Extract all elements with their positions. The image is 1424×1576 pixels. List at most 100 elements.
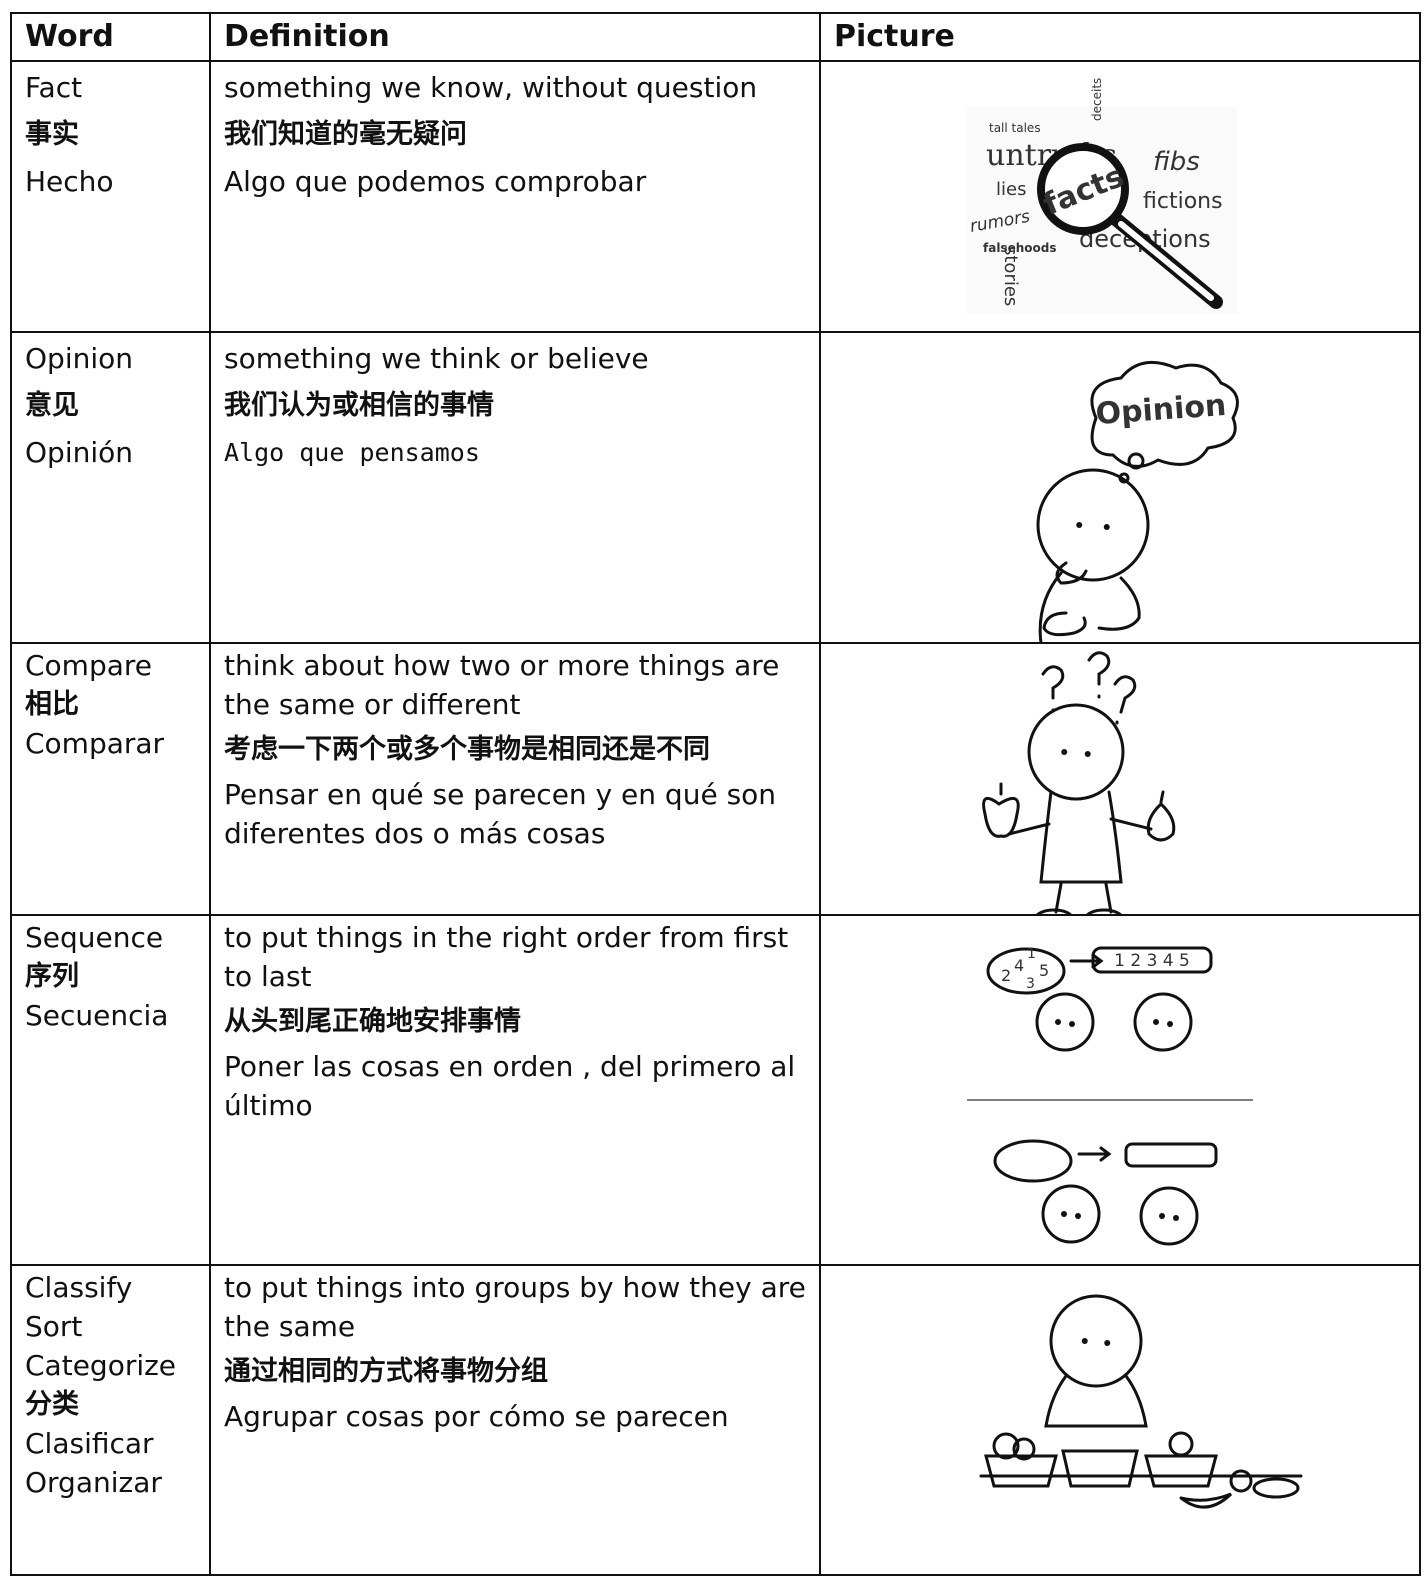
header-cell: Picture: [819, 12, 1421, 62]
pear: [1146, 790, 1176, 842]
table-head: Word Definition Picture: [10, 12, 1421, 62]
eye: [1069, 1021, 1075, 1027]
picture: [979, 1294, 1303, 1509]
question-mark: [1041, 665, 1065, 713]
picture: 241 35 1 2 3 4 5: [967, 946, 1253, 1246]
question-mark: [1087, 651, 1111, 699]
eye: [1173, 1215, 1179, 1221]
picture-word: Opinion: [1094, 388, 1227, 432]
word-cell: Classify Sort Categorize 分类 Clasificar Organi…: [10, 1264, 211, 1576]
picture: tall talesuntruthsdeceitsfibsliesfiction…: [967, 78, 1237, 314]
banana: [1179, 1492, 1233, 1509]
definition-text: think about how two or more things are t…: [224, 649, 780, 721]
definition-cell: something we know, without question 我们知道的…: [209, 60, 821, 333]
eye: [1061, 1211, 1067, 1217]
word-line: 事实: [25, 119, 79, 150]
picture-word: 3: [1026, 976, 1035, 992]
eye: [1167, 1021, 1173, 1027]
picture: Opinion: [1036, 360, 1239, 641]
picture-word: 2: [1001, 966, 1011, 985]
word-cell: Compare 相比 Comparar: [10, 642, 211, 916]
definition-text: Agrupar cosas por cómo se parecen: [224, 1400, 729, 1433]
arrow-head: [1091, 953, 1104, 969]
definition-text: something we think or believe: [224, 342, 649, 375]
eye: [1075, 1213, 1081, 1219]
table-row: Fact 事实 Hecho something we know, without qu…: [10, 60, 1421, 333]
thought-cloud: [986, 947, 1066, 995]
thought-cloud: [1090, 360, 1239, 468]
definition-text: Algo que podemos comprobar: [224, 165, 647, 198]
head: [1036, 468, 1150, 582]
head: [1035, 992, 1095, 1052]
definition-text: to put things into groups by how they ar…: [224, 1271, 806, 1343]
word-cell: Fact 事实 Hecho: [10, 60, 211, 333]
table-row: Compare 相比 Comparar think about how two or …: [10, 642, 1421, 916]
word-line: Fact: [25, 71, 83, 104]
picture-word: deceits: [1090, 78, 1104, 121]
grapes: [1252, 1477, 1300, 1499]
definition-text: something we know, without question: [224, 71, 758, 104]
picture-cell: Opinion: [819, 331, 1421, 644]
question-mark: [1113, 675, 1137, 725]
foot: [1087, 908, 1121, 913]
head: [1139, 1186, 1199, 1246]
definition-cell: to put things in the right order from fi…: [209, 914, 821, 1266]
word-line: Organizar: [25, 1466, 162, 1499]
picture-word: 4: [1014, 956, 1024, 975]
picture-word: tall tales: [989, 121, 1041, 135]
definition-text: Pensar en qué se parecen y en qué son di…: [224, 778, 777, 850]
word-line: Categorize: [25, 1349, 177, 1382]
basket: [1144, 1454, 1218, 1488]
eye: [1153, 1019, 1159, 1025]
basket: [984, 1454, 1058, 1488]
thought-bubble: [1127, 452, 1145, 470]
fruit-box: [1124, 1142, 1218, 1168]
definition-cell: think about how two or more things are t…: [209, 642, 821, 916]
word-line: Classify: [25, 1271, 133, 1304]
word-line: Hecho: [25, 165, 114, 198]
grapes: [1012, 1437, 1036, 1461]
body: [1007, 790, 1153, 913]
picture-word: stories: [1000, 246, 1021, 306]
picture-word: lies: [996, 179, 1026, 200]
word-line: Secuencia: [25, 999, 169, 1032]
picture-word: fictions: [1143, 189, 1223, 214]
eye: [1076, 522, 1083, 528]
definition-text: to put things in the right order from fi…: [224, 921, 789, 993]
body: [1038, 571, 1141, 641]
grapes: [992, 1432, 1020, 1460]
eye: [1104, 1340, 1111, 1346]
head: [1041, 1184, 1101, 1244]
magnifier-handle-inner: [1118, 221, 1214, 301]
vocab-table: Word Definition Picture Fact 事实 Hecho somet…: [10, 12, 1421, 1576]
picture-word: 1: [1027, 946, 1036, 962]
eye: [1084, 751, 1091, 757]
word-line: 分类: [25, 1389, 79, 1420]
apple: [982, 782, 1020, 838]
head: [1027, 703, 1125, 801]
picture-word: 5: [1039, 961, 1049, 980]
header-row: Word Definition Picture: [10, 12, 1421, 62]
word-line: 序列: [25, 961, 79, 992]
word-line: Sort: [25, 1310, 83, 1343]
definition-text: Poner las cosas en orden , del primero a…: [224, 1050, 796, 1122]
word-line: 相比: [25, 689, 79, 720]
foot: [1037, 908, 1071, 913]
eye: [1055, 1019, 1061, 1025]
definition-cell: to put things into groups by how they ar…: [209, 1264, 821, 1576]
picture-word: 1 2 3 4 5: [1114, 951, 1190, 971]
eye: [1103, 524, 1110, 530]
eye: [1159, 1213, 1165, 1219]
header-cell: Definition: [209, 12, 821, 62]
word-line: Sequence: [25, 921, 164, 954]
body: [1044, 1374, 1148, 1428]
table-row: Opinion 意见 Opinión something we think or be…: [10, 331, 1421, 644]
number-box: [1091, 946, 1213, 974]
eye: [1081, 1338, 1088, 1344]
word-cell: Opinion 意见 Opinión: [10, 331, 211, 644]
word-line: Clasificar: [25, 1427, 154, 1460]
table-row: Classify Sort Categorize 分类 Clasificar Organi…: [10, 1264, 1421, 1576]
word-line: Compare: [25, 649, 153, 682]
